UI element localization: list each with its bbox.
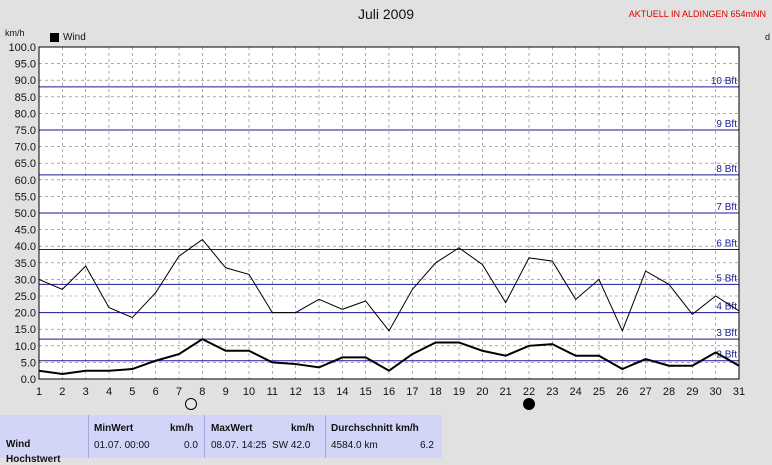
x-tick-label: 28 — [663, 386, 675, 398]
y-tick-label: 55.0 — [15, 191, 36, 203]
y-tick-label: 0.0 — [21, 374, 36, 386]
stats-max-value: SW 42.0 — [272, 440, 311, 451]
x-tick-label: 16 — [383, 386, 395, 398]
stats-min-unit: km/h — [170, 423, 194, 434]
x-tick-label: 8 — [199, 386, 205, 398]
x-tick-label: 10 — [243, 386, 255, 398]
x-tick-label: 31 — [733, 386, 745, 398]
x-tick-label: 6 — [153, 386, 159, 398]
y-tick-label: 75.0 — [15, 125, 36, 137]
stats-min-value: 0.0 — [184, 440, 198, 451]
x-tick-label: 23 — [546, 386, 558, 398]
x-tick-label: 25 — [593, 386, 605, 398]
stats-table: Wind Hochstwert MinWert km/h MaxWert km/… — [0, 415, 772, 465]
y-tick-label: 80.0 — [15, 108, 36, 120]
stats-empty-panel — [442, 415, 772, 458]
x-tick-label: 30 — [710, 386, 722, 398]
y-tick-label: 20.0 — [15, 308, 36, 320]
new-moon-icon — [523, 398, 535, 410]
legend-swatch — [50, 33, 59, 42]
x-tick-label: 13 — [313, 386, 325, 398]
x-tick-label: 20 — [476, 386, 488, 398]
y-tick-label: 70.0 — [15, 142, 36, 154]
stats-min-header: MinWert — [94, 423, 134, 434]
beaufort-label: 2 Bft — [716, 350, 737, 361]
y-tick-label: 90.0 — [15, 75, 36, 87]
full-moon-icon — [184, 398, 197, 410]
y-tick-label: 50.0 — [15, 208, 36, 220]
y-tick-label: 100.0 — [8, 42, 36, 54]
x-tick-label: 29 — [686, 386, 698, 398]
x-tick-label: 15 — [360, 386, 372, 398]
plot-border — [38, 46, 740, 380]
x-tick-label: 12 — [290, 386, 302, 398]
series-line-gusts — [38, 238, 740, 333]
y-tick-label: 30.0 — [15, 274, 36, 286]
x-tick-label: 21 — [500, 386, 512, 398]
stats-min-date: 01.07. 00:00 — [94, 440, 150, 451]
y-tick-label: 10.0 — [15, 341, 36, 353]
x-tick-label: 22 — [523, 386, 535, 398]
x-tick-label: 18 — [430, 386, 442, 398]
stats-max-header: MaxWert — [211, 423, 253, 434]
x-tick-label: 24 — [570, 386, 582, 398]
y-tick-label: 25.0 — [15, 291, 36, 303]
y-tick-label: 85.0 — [15, 92, 36, 104]
x-tick-label: 2 — [59, 386, 65, 398]
stats-row-label-2: Hochstwert — [6, 454, 61, 465]
right-axis-unit: d — [765, 32, 771, 42]
stats-max-unit: km/h — [291, 423, 315, 434]
beaufort-label: 5 Bft — [716, 273, 737, 284]
beaufort-label: 3 Bft — [716, 328, 737, 339]
legend-label: Wind — [63, 32, 86, 43]
y-tick-label: 95.0 — [15, 59, 36, 71]
y-tick-label: 40.0 — [15, 241, 36, 253]
x-tick-label: 11 — [267, 386, 278, 398]
x-tick-label: 19 — [453, 386, 465, 398]
beaufort-label: 8 Bft — [716, 164, 737, 175]
x-tick-label: 17 — [406, 386, 418, 398]
stats-separator — [325, 415, 326, 458]
x-tick-label: 7 — [176, 386, 182, 398]
stats-row-label: Wind — [6, 439, 31, 450]
y-tick-label: 15.0 — [15, 324, 36, 336]
beaufort-label: 6 Bft — [716, 239, 737, 250]
stats-separator — [88, 415, 89, 458]
x-tick-label: 14 — [336, 386, 348, 398]
legend: Wind — [50, 32, 86, 43]
beaufort-label: 4 Bft — [716, 302, 737, 313]
y-tick-label: 45.0 — [15, 225, 36, 237]
y-tick-label: 35.0 — [15, 258, 36, 270]
stats-separator — [204, 415, 205, 458]
y-tick-label: 60.0 — [15, 175, 36, 187]
series-line-wind — [38, 338, 740, 376]
stats-avg-header: Durchschnitt km/h — [331, 423, 419, 434]
y-axis-unit: km/h — [5, 28, 25, 38]
beaufort-label: 7 Bft — [716, 202, 737, 213]
station-banner: AKTUELL IN ALDINGEN 654mNN — [628, 9, 766, 19]
x-tick-label: 27 — [640, 386, 652, 398]
x-tick-label: 1 — [36, 386, 42, 398]
stats-max-date: 08.07. 14:25 — [211, 440, 267, 451]
chart-canvas: 2 Bft 3 Bft 4 Bft 5 Bft 6 Bft 7 Bft 8 Bft 9 Bft… — [8, 42, 745, 398]
y-tick-label: 5.0 — [21, 357, 36, 369]
x-tick-label: 5 — [129, 386, 135, 398]
y-tick-label: 65.0 — [15, 158, 36, 170]
x-tick-label: 9 — [223, 386, 229, 398]
stats-avg-value: 6.2 — [420, 440, 434, 451]
x-tick-label: 3 — [83, 386, 89, 398]
x-tick-label: 4 — [106, 386, 112, 398]
x-tick-label: 26 — [616, 386, 628, 398]
chart-title: Juli 2009 — [357, 6, 415, 22]
beaufort-label: 9 Bft — [716, 119, 737, 130]
beaufort-label: 10 Bft — [711, 76, 737, 87]
stats-avg-distance: 4584.0 km — [331, 440, 378, 451]
